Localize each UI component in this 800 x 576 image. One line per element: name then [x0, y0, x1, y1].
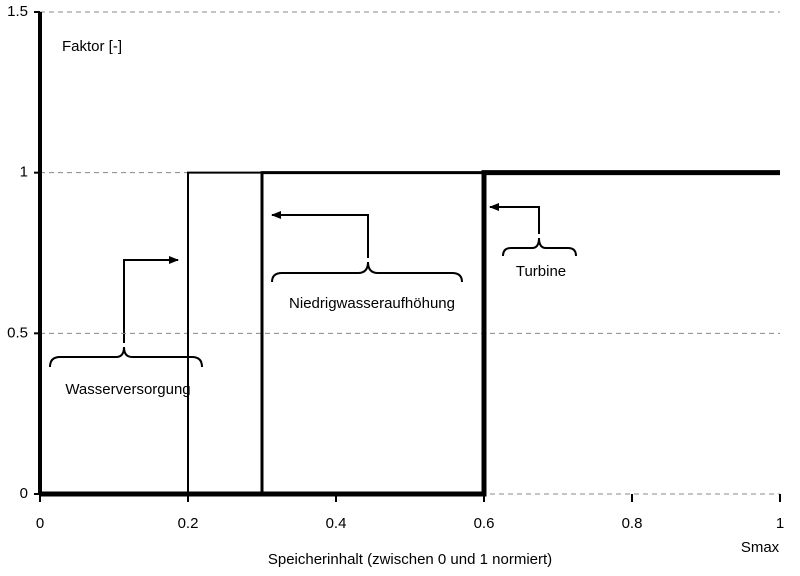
series-label: Turbine [516, 263, 566, 280]
x-tick-label: 0.6 [474, 515, 495, 532]
y-tick-label: 1.5 [7, 3, 28, 20]
x-tick-label: 0.8 [622, 515, 643, 532]
y-tick-label: 0.5 [7, 324, 28, 341]
y-axis-label: Faktor [-] [62, 38, 122, 55]
x-end-label: Smax [741, 539, 780, 556]
y-tick-label: 1 [20, 164, 28, 181]
series-label: Wasserversorgung [65, 381, 190, 398]
annotations [49, 203, 577, 368]
y-tick-label: 0 [20, 485, 28, 502]
x-tick-label: 0 [36, 515, 44, 532]
x-axis-label: Speicherinhalt (zwischen 0 und 1 normier… [268, 551, 552, 568]
x-tick-label: 0.4 [326, 515, 347, 532]
x-tick-label: 1 [776, 515, 784, 532]
x-tick-label: 0.2 [178, 515, 199, 532]
step-line [40, 170, 780, 497]
series-label: Niedrigwasseraufhöhung [289, 295, 455, 312]
